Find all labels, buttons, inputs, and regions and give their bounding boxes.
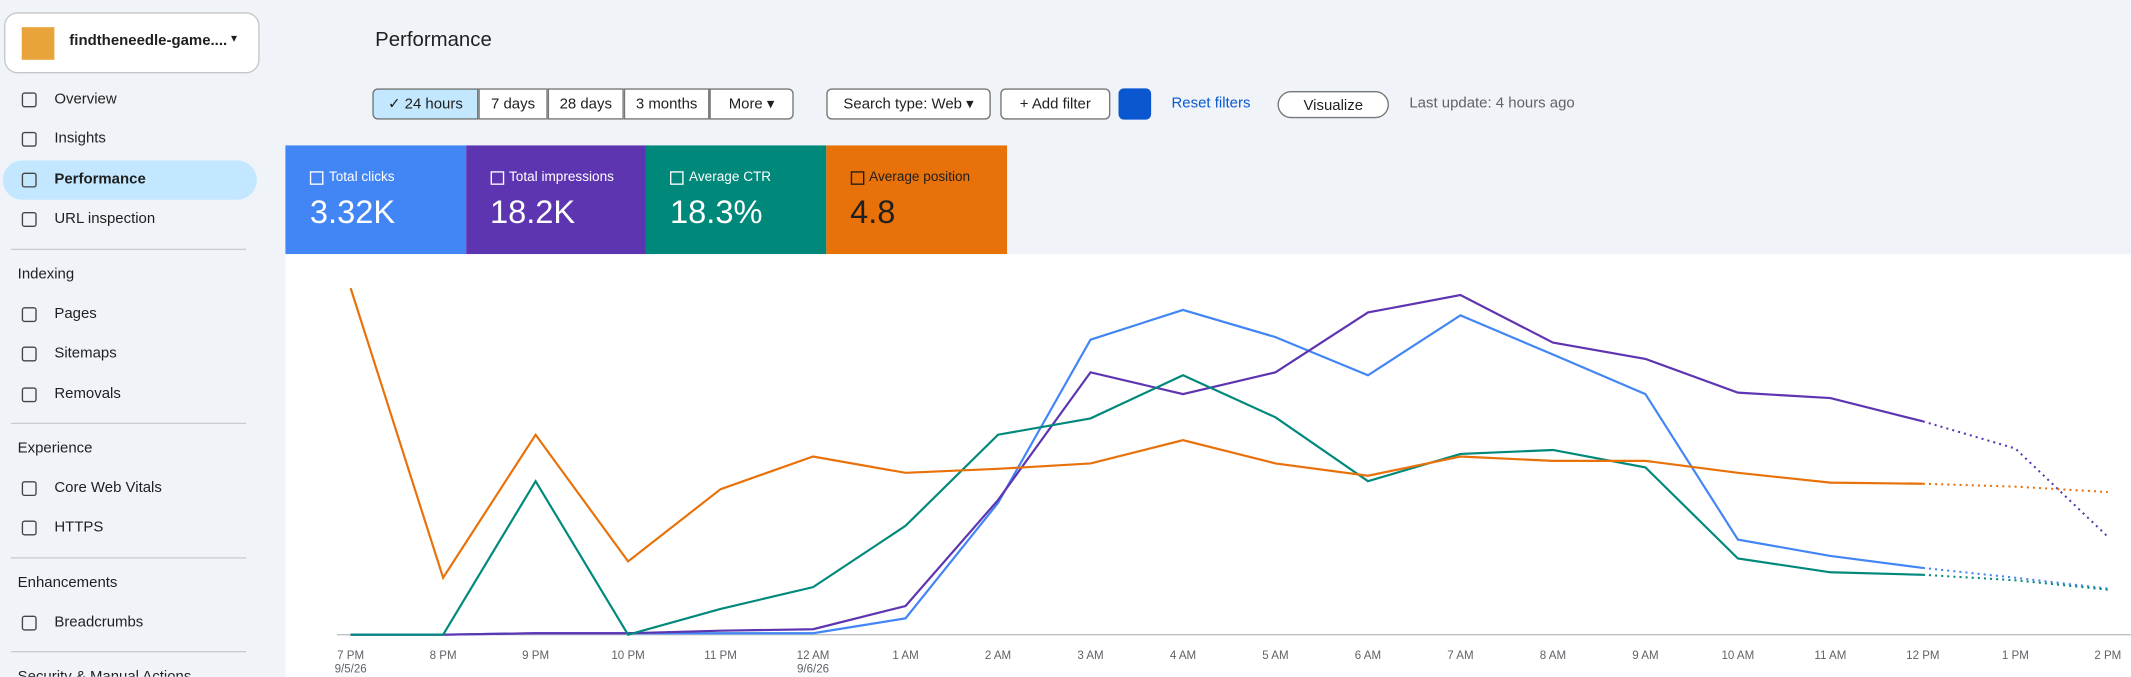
card-value: 4.8 [850, 194, 896, 232]
nav-item[interactable]: Pages [3, 295, 257, 334]
card-label: Total impressions [508, 169, 614, 185]
x-tick-label: 11 AM [1814, 650, 1846, 662]
x-tick-label: 11 PM [704, 650, 737, 662]
line-series [1922, 566, 2108, 590]
line-series [350, 374, 1923, 636]
nav-item[interactable]: Insights [3, 120, 257, 159]
separator [10, 650, 246, 653]
nav-item[interactable]: URL inspection [3, 200, 257, 239]
reset-filters[interactable]: Reset filters [1171, 95, 1251, 112]
metric-card[interactable]: Average position 4.8 [825, 145, 1007, 255]
property-selector[interactable]: findtheneedle-game.... ▾ [4, 12, 260, 74]
add-filter[interactable]: + Add filter [1000, 88, 1111, 120]
nav-icon [21, 386, 37, 402]
card-checkbox [309, 171, 324, 185]
x-date-label: 9/5/26 [335, 664, 367, 676]
property-name: findtheneedle-game.... [69, 32, 228, 49]
nav-icon [21, 211, 37, 227]
range-button[interactable]: 7 days [478, 88, 548, 120]
line-series [1922, 573, 2108, 591]
card-value: 3.32K [309, 194, 396, 232]
x-tick-label: 1 PM [2002, 650, 2029, 662]
sidebar: findtheneedle-game.... ▾ Overview Insight… [0, 0, 272, 677]
metric-card[interactable]: Average CTR 18.3% [645, 145, 827, 255]
card-checkbox [489, 171, 504, 185]
metric-card[interactable]: Total clicks 3.32K [285, 145, 467, 255]
line-series [1922, 482, 2108, 494]
nav-item[interactable]: Removals [3, 375, 257, 414]
card-value: 18.2K [489, 194, 576, 232]
x-tick-label: 7 AM [1447, 650, 1473, 662]
nav-item[interactable]: HTTPS [3, 509, 257, 548]
section-title[interactable]: Security & Manual Actions [17, 668, 192, 677]
x-tick-label: 2 AM [985, 650, 1011, 662]
line-series [349, 287, 1923, 581]
line-series [350, 308, 1924, 636]
filter-icon[interactable] [1118, 88, 1152, 120]
section-title[interactable]: Indexing [17, 266, 75, 283]
property-icon [21, 27, 55, 60]
nav-item[interactable]: Overview [3, 80, 257, 119]
x-tick-label: 10 PM [611, 650, 644, 662]
x-date-label: 9/6/26 [797, 664, 829, 676]
nav-item[interactable]: Sitemaps [3, 335, 257, 374]
nav-icon [21, 307, 37, 323]
nav-item[interactable]: Breadcrumbs [3, 603, 257, 642]
card-label: Total clicks [328, 169, 395, 185]
x-tick-label: 6 AM [1355, 650, 1381, 662]
x-tick-label: 8 PM [430, 650, 457, 662]
x-tick-label: 4 AM [1170, 650, 1196, 662]
visualize[interactable]: Visualize [1277, 91, 1389, 119]
metric-card[interactable]: Total impressions 18.2K [465, 145, 647, 255]
card-label: Average CTR [689, 169, 772, 185]
x-tick-label: 5 AM [1262, 650, 1288, 662]
card-value: 18.3% [670, 194, 763, 232]
search-type[interactable]: Search type: Web ▾ [826, 88, 991, 120]
x-tick-label: 3 AM [1077, 650, 1103, 662]
x-tick-label: 1 AM [892, 650, 918, 662]
section-title[interactable]: Enhancements [17, 574, 118, 591]
line-series [1922, 420, 2109, 538]
page-title: Performance [375, 28, 492, 52]
nav-icon [21, 480, 37, 496]
range-button[interactable]: 3 months [623, 88, 710, 120]
nav-icon [21, 92, 37, 108]
range-button[interactable]: 28 days [547, 88, 624, 120]
x-tick-label: 9 AM [1632, 650, 1658, 662]
x-tick-label: 8 AM [1540, 650, 1566, 662]
nav-icon [21, 614, 37, 630]
nav-icon [21, 520, 37, 536]
line-series [350, 293, 1924, 636]
card-checkbox [670, 171, 684, 185]
nav-icon [21, 346, 37, 362]
separator [10, 248, 246, 251]
card-label: Average position [869, 169, 971, 185]
nav-item[interactable]: Performance [2, 159, 257, 200]
chart: 7 PM 8 PM 9 PM 10 PM 11 PM 12 AM 1 AM 2 AM 3 AM 4… [335, 287, 2131, 676]
nav-icon [21, 132, 37, 148]
nav-icon [21, 172, 37, 187]
x-tick-label: 12 PM [1906, 650, 1939, 662]
section-title[interactable]: Experience [17, 440, 93, 457]
range-button[interactable]: ✓ 24 hours [372, 88, 479, 120]
separator [10, 422, 246, 424]
nav-item[interactable]: Core Web Vitals [3, 469, 257, 508]
last-update: Last update: 4 hours ago [1409, 95, 1575, 112]
x-tick-label: 10 AM [1722, 650, 1755, 662]
chart-panel: 7 PM 8 PM 9 PM 10 PM 11 PM 12 AM 1 AM 2 AM 3 AM 4… [285, 254, 2131, 677]
range-button[interactable]: More ▾ [709, 88, 794, 120]
x-tick-label: 7 PM [337, 650, 364, 662]
card-checkbox [850, 171, 864, 185]
separator [10, 556, 246, 558]
x-tick-label: 12 AM [797, 650, 830, 662]
x-tick-label: 2 PM [2094, 650, 2121, 662]
x-tick-label: 9 PM [522, 650, 549, 662]
